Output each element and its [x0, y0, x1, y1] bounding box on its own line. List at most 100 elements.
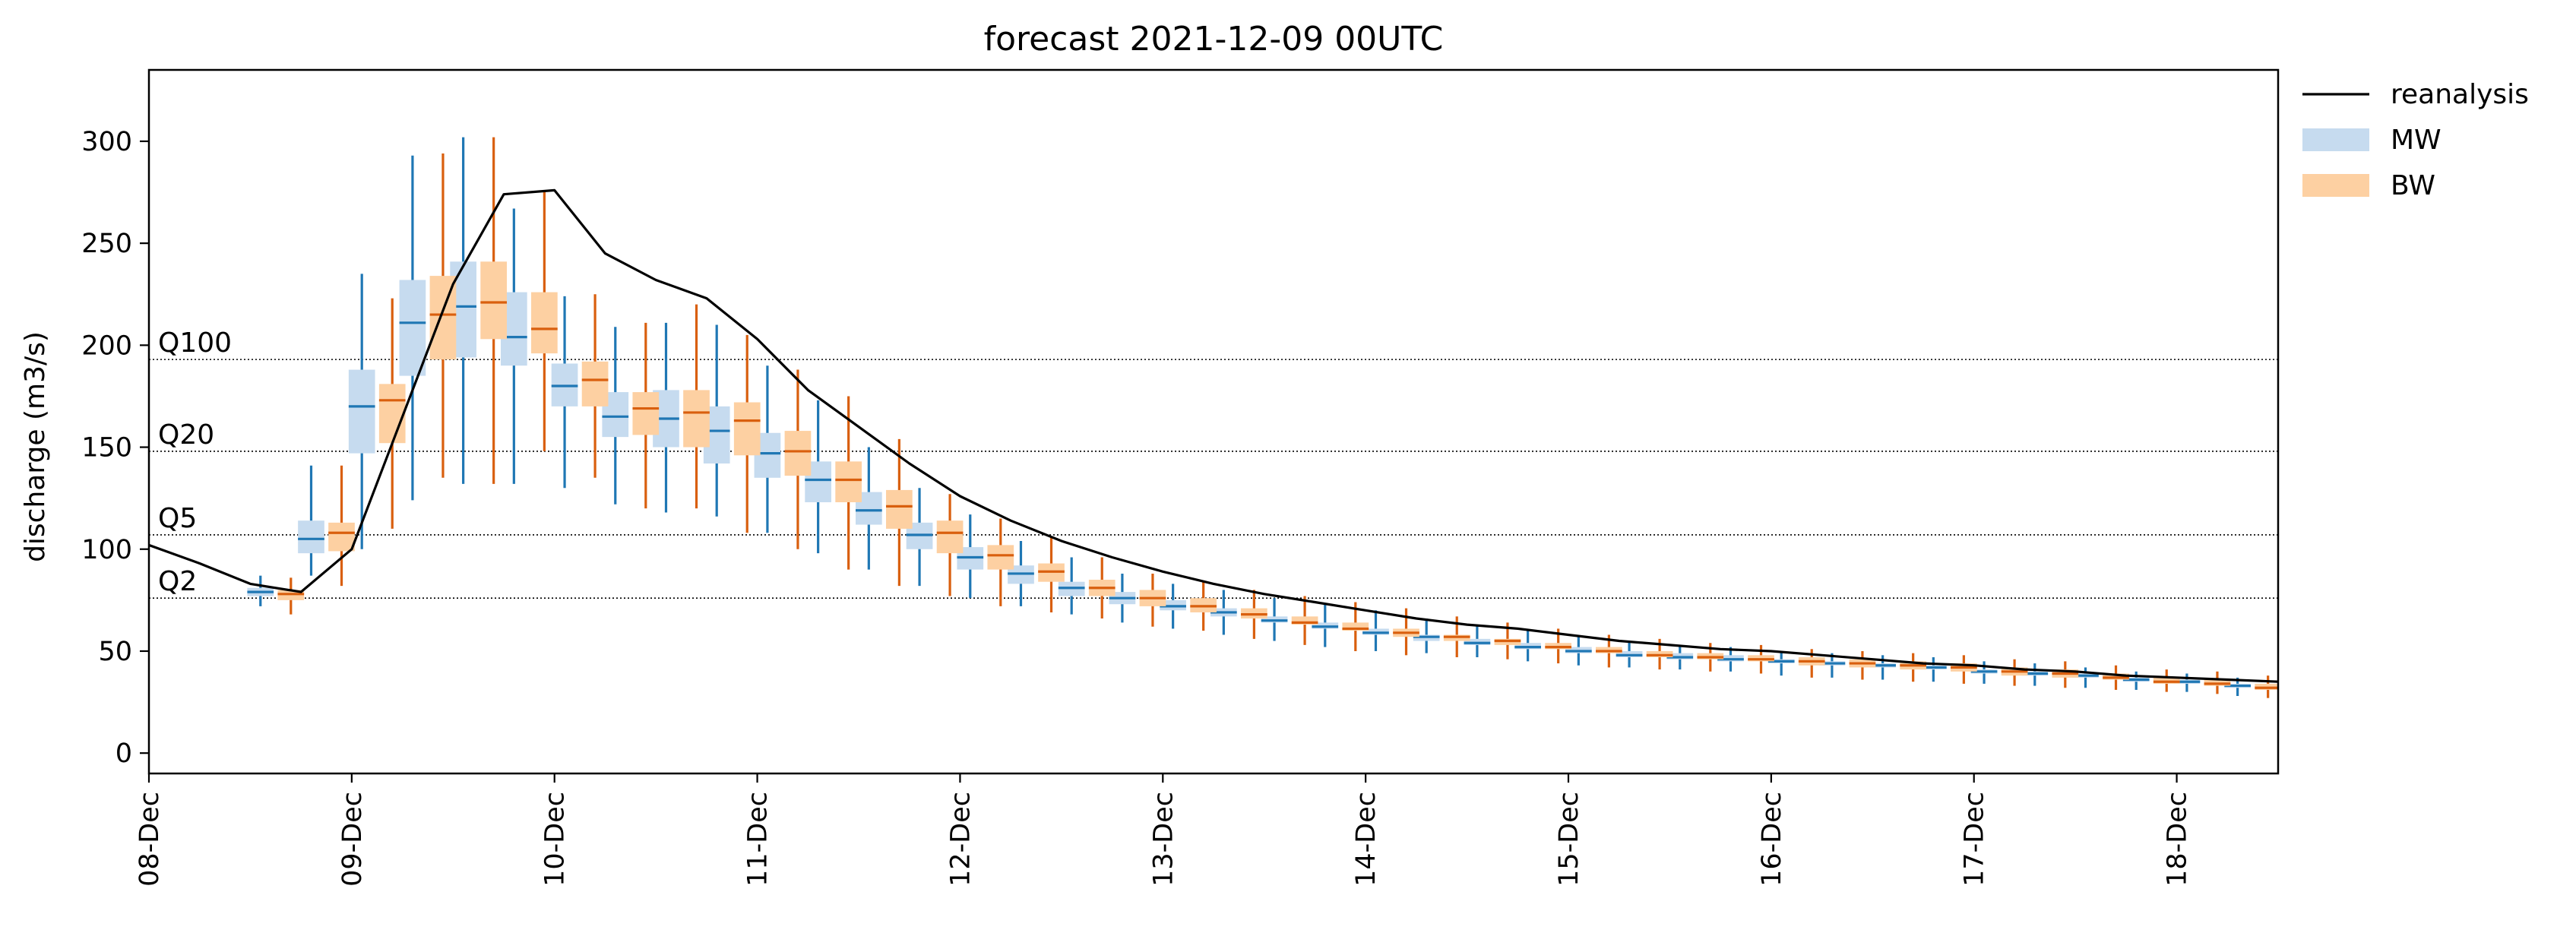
boxplot-box [632, 392, 660, 435]
boxplot-bw [277, 577, 305, 615]
boxplot-bw [1900, 653, 1927, 682]
y-tick-label: 200 [81, 331, 132, 361]
boxplot-box [531, 292, 558, 354]
legend-item-mw: MW [2302, 125, 2442, 156]
boxplot-bw [835, 396, 862, 570]
boxplot-bw [2103, 665, 2129, 690]
boxplot-box [399, 280, 426, 376]
x-tick-label: 09-Dec [337, 792, 368, 887]
boxplot-mw [1362, 610, 1389, 651]
boxplot-bw [886, 438, 913, 587]
legend: reanalysis MW BW [2302, 79, 2529, 201]
ensemble-boxplots [247, 137, 2278, 698]
threshold-lines [149, 359, 2278, 599]
boxplot-mw [298, 465, 324, 576]
boxplot-box [480, 261, 508, 340]
boxplot-bw [581, 294, 609, 478]
x-tick-label: 16-Dec [1757, 792, 1787, 887]
boxplot-bw [2204, 671, 2231, 694]
x-tick-label: 18-Dec [2163, 792, 2193, 887]
boxplot-bw [1951, 655, 1977, 684]
threshold-label: Q5 [158, 503, 197, 534]
boxplot-bw [1088, 557, 1116, 619]
x-tick-label: 12-Dec [945, 792, 976, 887]
boxplot-mw [348, 274, 375, 549]
y-axis-label: discharge (m3/s) [20, 331, 51, 562]
chart-title: forecast 2021-12-09 00UTC [984, 20, 1444, 59]
boxplot-bw [987, 518, 1014, 606]
boxplot-box [348, 369, 375, 454]
x-tick-label: 11-Dec [743, 792, 774, 887]
boxplot-bw [733, 334, 761, 533]
boxplot-box [581, 361, 609, 406]
y-tick-label: 0 [116, 739, 132, 769]
boxplot-bw [328, 465, 355, 587]
boxplot-mw [1261, 598, 1288, 641]
legend-item-reanalysis: reanalysis [2302, 79, 2529, 110]
boxplot-mw [1058, 557, 1085, 615]
boxplot-bw [2255, 675, 2278, 698]
boxplot-bw [2001, 659, 2028, 686]
boxplot-mw [1565, 637, 1592, 666]
threshold-labels: Q100 Q20 Q5 Q2 [158, 327, 232, 597]
boxplot-box [683, 390, 710, 448]
legend-label: BW [2391, 170, 2435, 201]
boxplot-bw [1849, 650, 1876, 680]
boxplot-bw [1241, 590, 1267, 639]
plot-area-frame [147, 68, 2280, 775]
y-tick-label: 150 [81, 433, 132, 463]
boxplot-box [987, 545, 1014, 570]
boxplot-mw [551, 296, 578, 489]
boxplot-box [1291, 616, 1318, 625]
boxplot-bw [784, 369, 812, 549]
boxplot-mw [1464, 625, 1491, 658]
threshold-label: Q2 [158, 566, 197, 597]
boxplot-mw [399, 155, 426, 501]
boxplot-box [936, 520, 964, 554]
boxplot-bw [936, 494, 964, 596]
boxplot-bw [632, 322, 660, 509]
x-tick-label: 10-Dec [540, 792, 571, 887]
boxplot-mw [1109, 573, 1136, 623]
boxplot-bw [1190, 581, 1217, 631]
boxplot-mw [906, 488, 933, 587]
boxplot-box [378, 384, 406, 444]
reanalysis-series [149, 188, 2278, 683]
x-tick-label: 15-Dec [1554, 792, 1584, 887]
boxplot-mw [1514, 631, 1541, 662]
x-tick-label: 14-Dec [1351, 792, 1381, 887]
y-tick-label: 100 [81, 535, 132, 565]
boxplot-mw [805, 400, 831, 554]
boxplot-bw [1291, 596, 1318, 645]
y-tick-label: 300 [81, 127, 132, 157]
boxplot-box [1342, 622, 1369, 631]
boxplot-bw [2153, 669, 2180, 692]
boxplot-bw [1038, 536, 1065, 612]
legend-label: reanalysis [2391, 79, 2529, 110]
boxplot-box [328, 522, 355, 552]
boxplot-mw [1312, 604, 1339, 647]
reanalysis-line [149, 188, 2278, 683]
boxplot-bw [480, 137, 508, 484]
threshold-label: Q100 [158, 327, 232, 359]
threshold-label: Q20 [158, 419, 214, 451]
boxplot-bw [1342, 602, 1369, 651]
boxplot-mw [1616, 641, 1643, 668]
boxplot-mw [247, 575, 274, 606]
legend-item-bw: BW [2302, 170, 2435, 201]
boxplot-bw [683, 304, 710, 509]
boxplot-bw [2052, 661, 2079, 688]
boxplot-mw [500, 208, 527, 484]
y-axis: 0 50 100 150 200 250 300 [81, 127, 149, 769]
y-tick-label: 50 [98, 637, 132, 667]
legend-patch-swatch [2302, 128, 2369, 151]
x-tick-label: 13-Dec [1148, 792, 1179, 887]
boxplot-mw [1767, 650, 1795, 676]
x-tick-label: 17-Dec [1960, 792, 1990, 887]
x-axis: 08-Dec 09-Dec 10-Dec 11-Dec 12-Dec 13-Dec 14-D… [134, 773, 2193, 887]
boxplot-bw [531, 192, 558, 451]
y-tick-label: 250 [81, 229, 132, 259]
x-tick-label: 08-Dec [134, 792, 165, 887]
boxplot-bw [1139, 573, 1166, 627]
